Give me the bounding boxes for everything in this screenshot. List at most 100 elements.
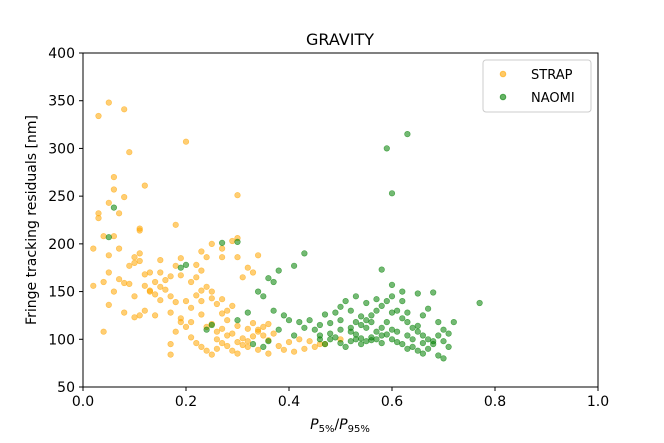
point-naomi-84 [337, 303, 344, 310]
point-naomi-111 [440, 338, 447, 345]
point-naomi-73 [430, 341, 437, 348]
y-tick-label: 350 [48, 94, 75, 110]
point-strap-127 [136, 312, 143, 319]
point-naomi-4 [105, 234, 112, 241]
point-naomi-50 [311, 326, 318, 333]
points-layer [90, 99, 483, 362]
point-strap-84 [244, 325, 251, 332]
point-strap-105 [239, 341, 246, 349]
point-strap-116 [198, 298, 205, 305]
point-naomi-93 [394, 328, 401, 335]
point-naomi-91 [260, 343, 267, 351]
point-strap-136 [301, 345, 308, 352]
point-strap-41 [234, 254, 241, 261]
point-strap-19 [90, 245, 97, 252]
plot-frame [82, 52, 599, 388]
point-naomi-26 [316, 321, 324, 329]
point-naomi-76 [347, 307, 354, 314]
point-naomi-33 [368, 312, 375, 319]
point-strap-140 [219, 310, 226, 317]
x-tick-label: 0.6 [381, 394, 403, 410]
point-naomi-17 [414, 290, 421, 297]
point-strap-97 [198, 343, 205, 351]
point-strap-57 [193, 292, 200, 299]
x-axis-title-sub-left: 5% [319, 424, 335, 435]
point-strap-48 [141, 282, 148, 289]
point-naomi-77 [342, 298, 349, 305]
point-naomi-95 [414, 322, 421, 330]
point-naomi-63 [378, 324, 385, 331]
point-naomi-122 [249, 341, 257, 348]
point-strap-103 [229, 347, 236, 354]
point-naomi-68 [404, 345, 411, 352]
point-naomi-67 [399, 341, 406, 348]
point-strap-122 [141, 271, 148, 278]
point-naomi-114 [378, 332, 385, 339]
point-strap-26 [136, 257, 143, 265]
point-strap-65 [90, 282, 97, 289]
point-strap-16 [172, 221, 179, 228]
point-naomi-58 [352, 336, 360, 343]
point-strap-145 [157, 257, 164, 264]
point-naomi-54 [332, 334, 339, 341]
point-naomi-56 [342, 343, 349, 351]
point-naomi-94 [404, 332, 411, 339]
point-strap-121 [146, 288, 153, 295]
point-strap-82 [234, 322, 241, 330]
point-strap-131 [244, 343, 251, 351]
point-strap-104 [234, 350, 241, 357]
point-strap-81 [229, 330, 236, 337]
point-strap-107 [249, 333, 257, 340]
point-strap-11 [115, 210, 123, 217]
point-strap-83 [239, 335, 246, 342]
point-strap-23 [131, 259, 138, 267]
point-strap-22 [131, 254, 138, 261]
point-strap-142 [198, 267, 205, 274]
x-tick-label: 0.2 [175, 394, 197, 410]
point-strap-45 [115, 276, 123, 283]
point-naomi-118 [234, 317, 241, 324]
point-strap-27 [146, 269, 153, 276]
y-tick-label: 400 [48, 46, 75, 62]
point-naomi-97 [425, 305, 432, 312]
x-axis-title-p-right: P [339, 417, 348, 433]
point-naomi-96 [419, 312, 427, 319]
point-naomi-52 [321, 341, 329, 348]
point-naomi-35 [378, 302, 385, 310]
point-naomi-21 [260, 293, 267, 300]
point-strap-28 [157, 269, 164, 276]
point-strap-118 [188, 278, 195, 286]
point-naomi-1 [383, 145, 390, 152]
point-strap-25 [136, 250, 143, 257]
point-naomi-69 [409, 343, 416, 351]
point-naomi-47 [440, 326, 447, 333]
y-axis: 50 100 150 200 250 300 350 400 [48, 46, 83, 396]
y-axis-title: Fringe tracking residuals [nm] [24, 115, 40, 325]
point-strap-72 [167, 309, 174, 316]
point-naomi-98 [399, 298, 406, 305]
point-naomi-36 [383, 298, 390, 305]
point-naomi-66 [394, 339, 401, 346]
point-strap-8 [121, 194, 128, 201]
point-strap-32 [177, 272, 184, 279]
point-naomi-103 [352, 319, 360, 326]
point-naomi-9 [275, 267, 282, 274]
point-naomi-34 [373, 307, 380, 314]
point-naomi-3 [110, 204, 117, 211]
point-strap-42 [244, 264, 251, 271]
point-strap-143 [239, 274, 246, 281]
point-strap-55 [182, 298, 190, 305]
point-strap-4 [182, 138, 190, 145]
point-strap-47 [126, 280, 133, 288]
point-strap-33 [193, 261, 200, 269]
point-strap-60 [208, 295, 215, 302]
point-naomi-53 [327, 336, 334, 343]
point-strap-141 [208, 288, 215, 295]
point-naomi-74 [435, 352, 442, 359]
point-strap-98 [203, 347, 210, 354]
point-naomi-15 [388, 281, 396, 289]
point-naomi-59 [358, 341, 365, 348]
point-strap-89 [270, 330, 277, 337]
point-strap-7 [110, 186, 117, 193]
point-strap-39 [208, 240, 215, 247]
